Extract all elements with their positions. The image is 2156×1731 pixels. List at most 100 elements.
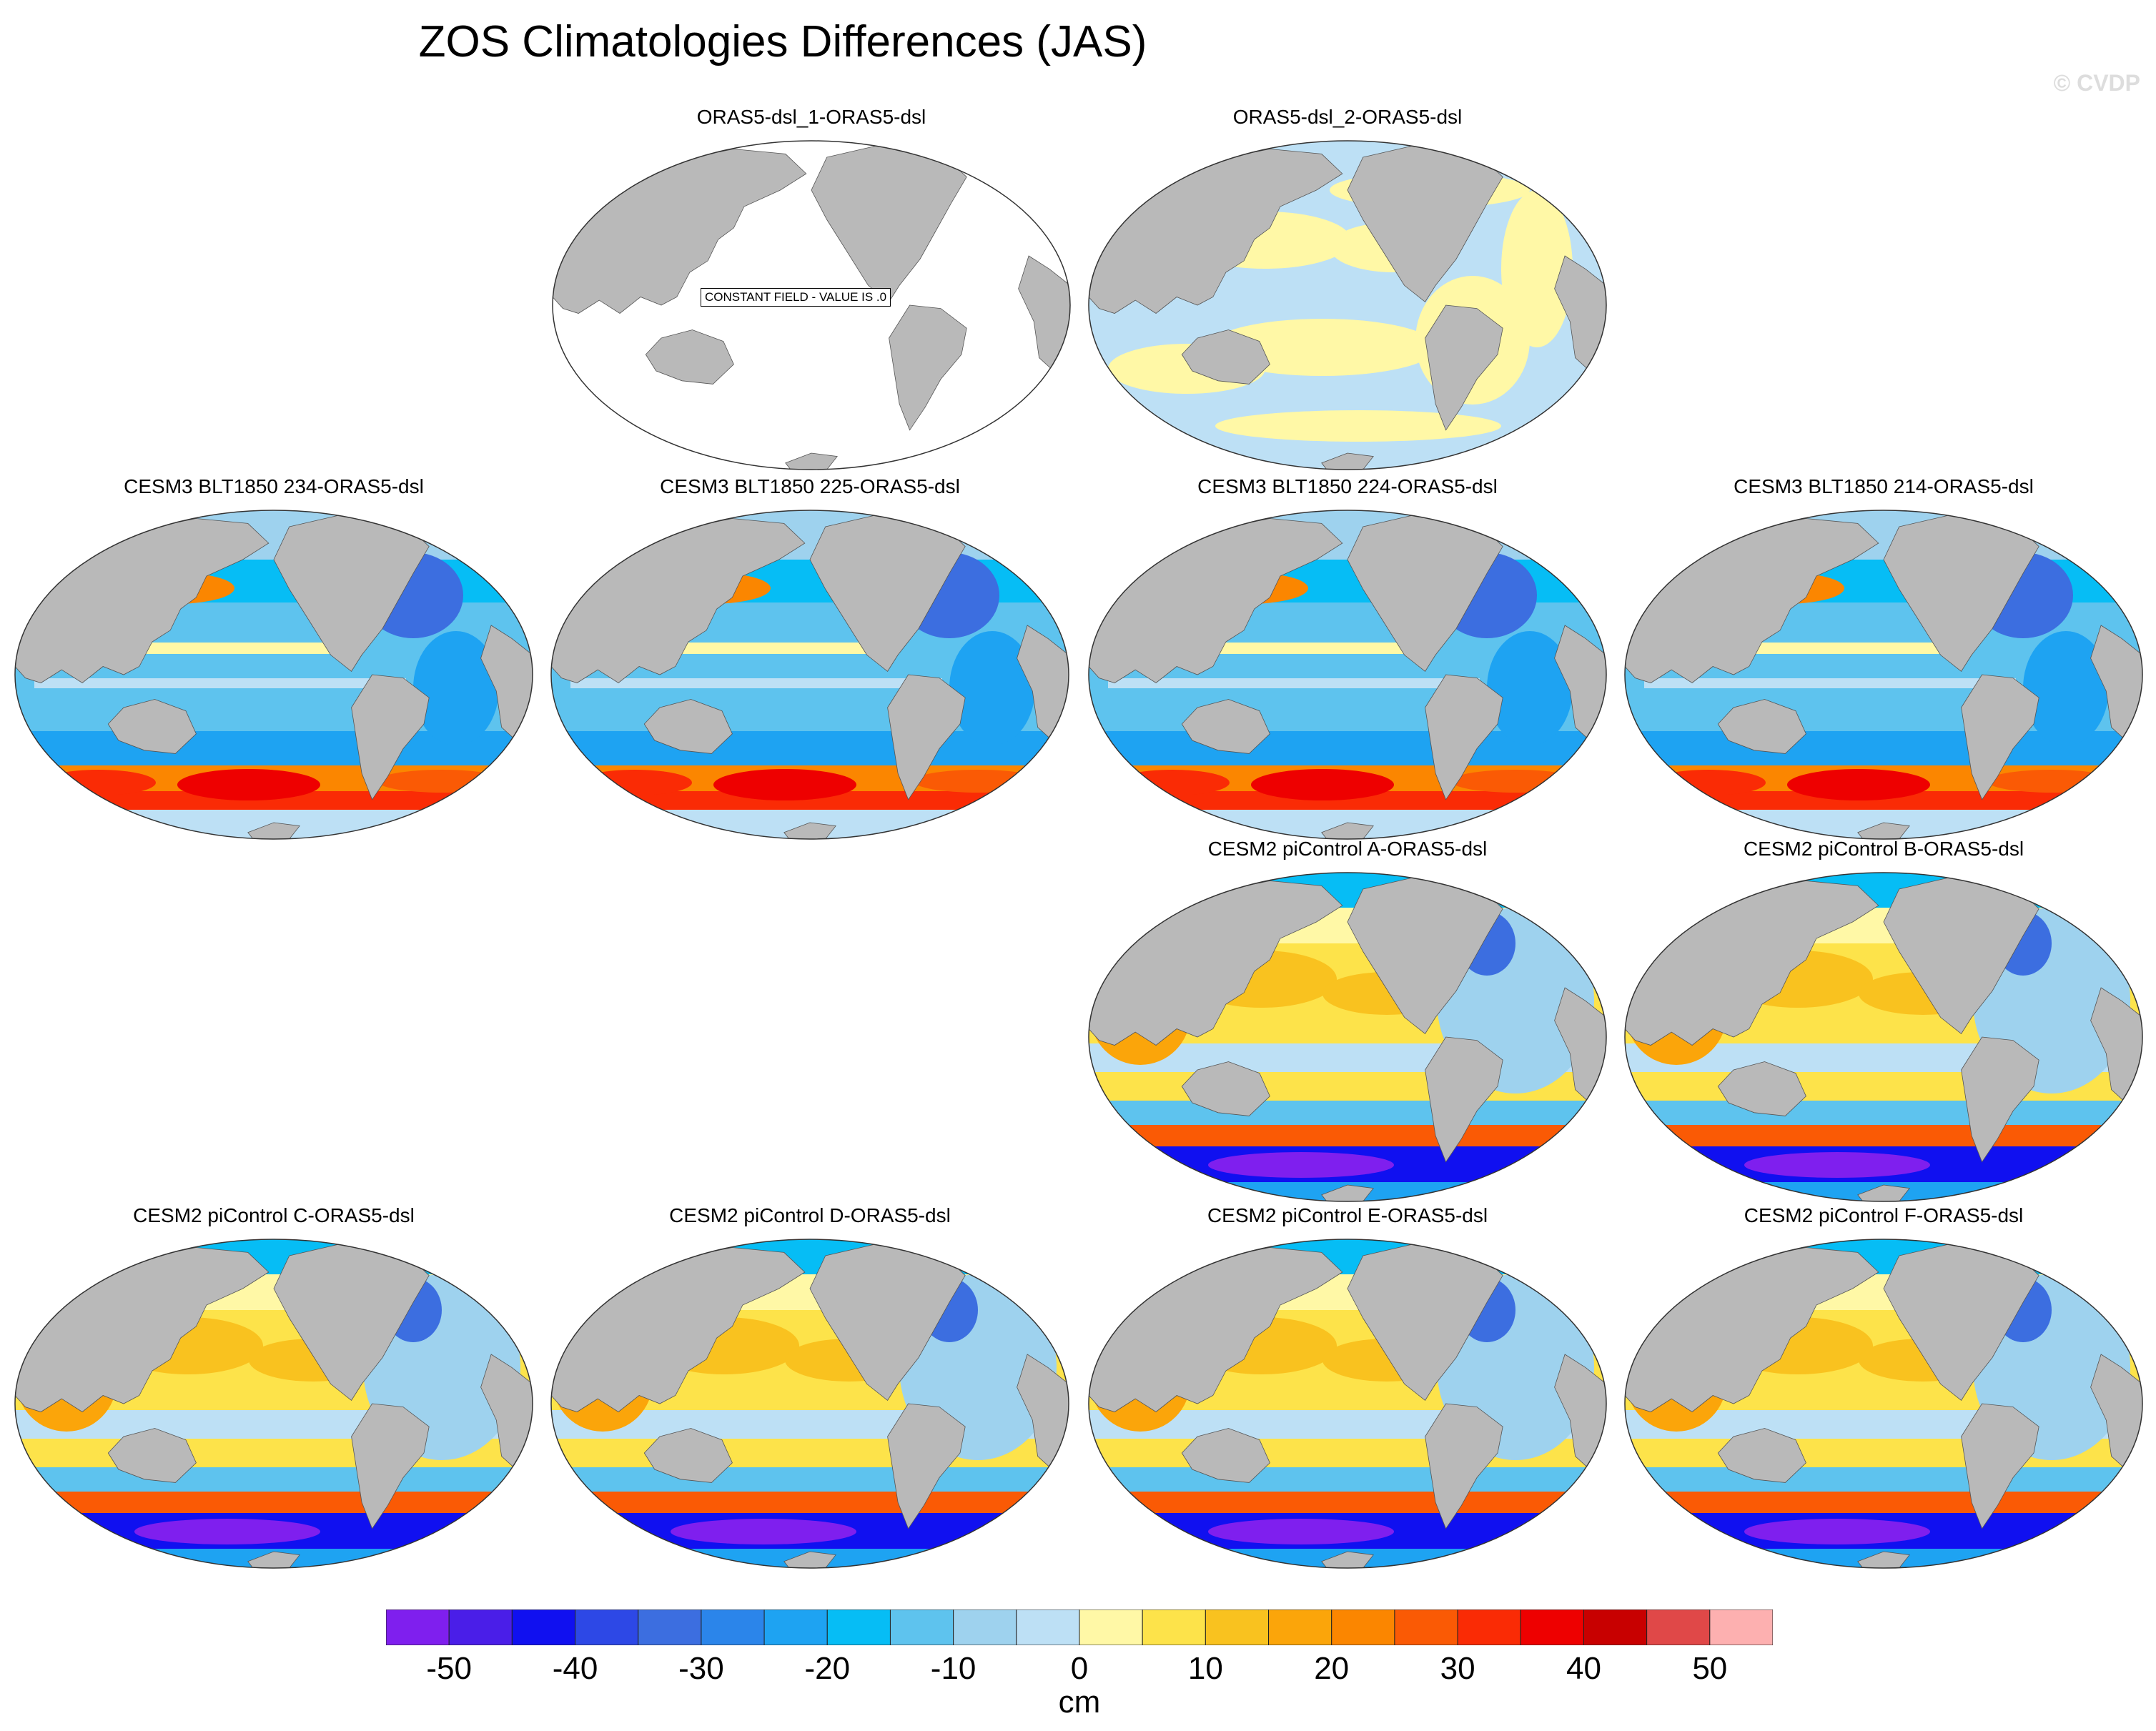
land-mass [107, 699, 197, 754]
world-map [1088, 140, 1607, 470]
map-outline [1088, 1239, 1607, 1569]
panel-title: CESM3 BLT1850 214-ORAS5-dsl [1734, 475, 2034, 497]
land-mass [1425, 304, 1503, 431]
colorbar-tick-label: 40 [1566, 1651, 1601, 1686]
world-map [550, 1239, 1069, 1569]
colorbar-box [1394, 1610, 1458, 1645]
panel-title: CESM3 BLT1850 224-ORAS5-dsl [1197, 475, 1498, 497]
land-mass [1961, 1036, 2039, 1163]
colorbar-box [701, 1610, 765, 1645]
colorbar-box [1646, 1610, 1711, 1645]
colorbar-box [763, 1610, 828, 1645]
map-outline [550, 1239, 1069, 1569]
ocean-field [1089, 141, 1606, 470]
map-outline [14, 1239, 533, 1569]
colorbar-tick-label: 10 [1187, 1651, 1223, 1686]
colorbar-box [1331, 1610, 1395, 1645]
colorbar-box [1142, 1610, 1206, 1645]
world-map [14, 1239, 533, 1569]
ocean-field [1625, 873, 2142, 1201]
map-outline [1088, 510, 1607, 840]
land-mass [1961, 674, 2039, 800]
ocean-field [551, 510, 1069, 839]
land-mass [1181, 1428, 1270, 1483]
colorbar: -50 -40 -30 -20 -10 0 10 20 30 40 50 cm [386, 1610, 1773, 1727]
land-mass [1181, 699, 1270, 754]
panel-title: CESM2 piControl C-ORAS5-dsl [133, 1204, 415, 1226]
panel-title: ORAS5-dsl_1-ORAS5-dsl [696, 106, 926, 128]
world-map [1088, 510, 1607, 840]
map-panel: CESM3 BLT1850 225-ORAS5-dsl [549, 475, 1071, 847]
colorbar-box [511, 1610, 576, 1645]
world-map [1088, 1239, 1607, 1569]
copyright-label: © CVDP [2053, 70, 2140, 96]
land-mass [1181, 329, 1270, 385]
colorbar-tick-label: -40 [552, 1651, 598, 1686]
colorbar-box [1457, 1610, 1521, 1645]
panel-title: CESM3 BLT1850 234-ORAS5-dsl [124, 475, 424, 497]
world-map [1624, 1239, 2143, 1569]
map-outline [552, 140, 1071, 470]
land-mass [889, 304, 967, 431]
colorbar-box [1520, 1610, 1584, 1645]
colorbar-box [889, 1610, 954, 1645]
map-outline [1624, 510, 2143, 840]
colorbar-box [448, 1610, 513, 1645]
colorbar-boxes [386, 1610, 1773, 1645]
map-panel: CESM2 piControl D-ORAS5-dsl [549, 1204, 1071, 1576]
map-outline [1088, 140, 1607, 470]
colorbar-box [1583, 1610, 1648, 1645]
colorbar-box [953, 1610, 1017, 1645]
land-mass [643, 1428, 733, 1483]
map-panel: CESM2 piControl A-ORAS5-dsl [1087, 838, 1608, 1209]
ocean-field [1089, 873, 1606, 1201]
colorbar-unit: cm [1058, 1685, 1101, 1720]
colorbar-tick-label: -10 [930, 1651, 976, 1686]
panel-title: CESM2 piControl E-ORAS5-dsl [1207, 1204, 1488, 1226]
map-outline [14, 510, 533, 840]
land-mass [1425, 1403, 1503, 1529]
map-panel: CESM3 BLT1850 234-ORAS5-dsl [13, 475, 535, 847]
map-panel: ORAS5-dsl_2-ORAS5-dsl [1087, 106, 1608, 477]
land-mass [1961, 1403, 2039, 1529]
world-map [14, 510, 533, 840]
land-mass [1717, 699, 1806, 754]
world-map [1624, 872, 2143, 1202]
ocean-field [1625, 1239, 2142, 1568]
colorbar-tick-label: -30 [678, 1651, 724, 1686]
land-mass [351, 1403, 430, 1529]
map-panel: CESM2 piControl E-ORAS5-dsl [1087, 1204, 1608, 1576]
figure-title: ZOS Climatologies Differences (JAS) [418, 17, 1147, 66]
panel-title: ORAS5-dsl_2-ORAS5-dsl [1232, 106, 1463, 128]
ocean-field [551, 1239, 1069, 1568]
land-mass [887, 1403, 966, 1529]
colorbar-box [386, 1610, 450, 1645]
world-map [1088, 872, 1607, 1202]
colorbar-box [826, 1610, 891, 1645]
map-panel: ORAS5-dsl_1-ORAS5-dsl CONSTANT FIELD - VA… [550, 106, 1072, 477]
panel-title: CESM2 piControl A-ORAS5-dsl [1207, 838, 1488, 860]
panel-title: CESM2 piControl D-ORAS5-dsl [669, 1204, 951, 1226]
ocean-field [1625, 510, 2142, 839]
land-mass [1425, 674, 1503, 800]
ocean-field [15, 510, 533, 839]
map-panel: CESM2 piControl B-ORAS5-dsl [1623, 838, 2145, 1209]
land-mass [645, 329, 734, 385]
colorbar-box [1709, 1610, 1773, 1645]
colorbar-tick-label: 20 [1314, 1651, 1350, 1686]
map-outline [1088, 872, 1607, 1202]
land-mass [887, 674, 966, 800]
land-mass [643, 699, 733, 754]
colorbar-tick-label: -50 [426, 1651, 472, 1686]
colorbar-box [1205, 1610, 1270, 1645]
colorbar-box [1268, 1610, 1332, 1645]
panel-title: CESM2 piControl F-ORAS5-dsl [1744, 1204, 2024, 1226]
world-map [550, 510, 1069, 840]
map-panel: CESM2 piControl C-ORAS5-dsl [13, 1204, 535, 1576]
colorbar-box [575, 1610, 639, 1645]
land-mass [107, 1428, 197, 1483]
map-outline [1624, 1239, 2143, 1569]
panel-title: CESM2 piControl B-ORAS5-dsl [1743, 838, 2024, 860]
colorbar-tick-label: -20 [804, 1651, 851, 1686]
constant-field-note: CONSTANT FIELD - VALUE IS .0 [701, 288, 891, 307]
